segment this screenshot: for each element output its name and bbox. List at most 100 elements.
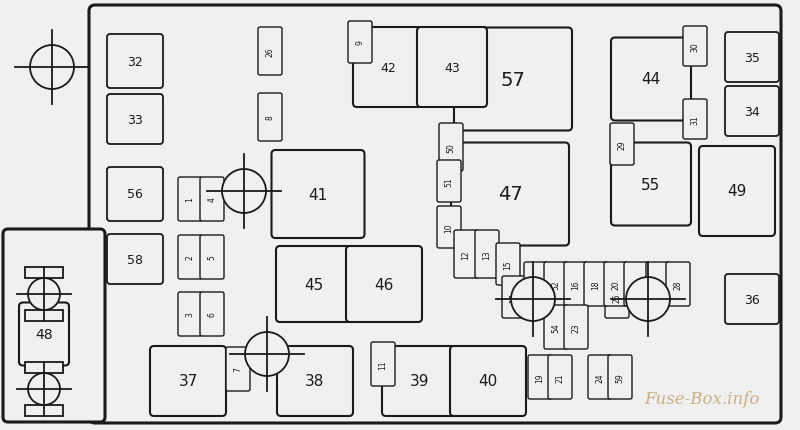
Circle shape: [30, 46, 74, 90]
Text: 47: 47: [498, 185, 522, 204]
Circle shape: [222, 169, 266, 214]
FancyBboxPatch shape: [475, 230, 499, 278]
FancyBboxPatch shape: [608, 355, 632, 399]
FancyBboxPatch shape: [178, 292, 202, 336]
FancyBboxPatch shape: [276, 246, 352, 322]
Text: 55: 55: [642, 177, 661, 192]
FancyBboxPatch shape: [502, 276, 526, 318]
Text: 58: 58: [127, 253, 143, 266]
FancyBboxPatch shape: [200, 178, 224, 221]
Text: 18: 18: [591, 280, 601, 289]
Text: 28: 28: [674, 280, 682, 289]
Text: 11: 11: [378, 359, 387, 369]
FancyBboxPatch shape: [646, 262, 670, 306]
FancyBboxPatch shape: [605, 276, 629, 318]
FancyBboxPatch shape: [348, 22, 372, 64]
FancyBboxPatch shape: [258, 28, 282, 76]
Text: 43: 43: [444, 61, 460, 74]
Text: 33: 33: [127, 113, 143, 126]
FancyBboxPatch shape: [150, 346, 226, 416]
FancyBboxPatch shape: [271, 150, 365, 239]
Text: 9: 9: [355, 40, 365, 45]
Circle shape: [626, 277, 670, 321]
FancyBboxPatch shape: [604, 262, 628, 306]
Text: 19: 19: [535, 372, 545, 382]
Text: Fuse-Box.info: Fuse-Box.info: [645, 390, 760, 407]
Bar: [25, 267, 63, 278]
Text: 5: 5: [207, 255, 217, 260]
Text: 6: 6: [207, 312, 217, 317]
FancyBboxPatch shape: [725, 33, 779, 83]
Circle shape: [245, 332, 289, 376]
Text: 51: 51: [445, 177, 454, 186]
FancyBboxPatch shape: [666, 262, 690, 306]
FancyBboxPatch shape: [725, 87, 779, 137]
FancyBboxPatch shape: [353, 28, 423, 108]
FancyBboxPatch shape: [450, 346, 526, 416]
FancyBboxPatch shape: [19, 303, 69, 366]
Text: 54: 54: [551, 322, 561, 332]
Text: 30: 30: [690, 42, 699, 52]
FancyBboxPatch shape: [437, 161, 461, 203]
Text: 20: 20: [611, 280, 621, 289]
Text: 52: 52: [551, 280, 561, 289]
Text: 25: 25: [613, 292, 622, 302]
FancyBboxPatch shape: [178, 178, 202, 221]
FancyBboxPatch shape: [437, 206, 461, 249]
Text: 16: 16: [571, 280, 581, 289]
Circle shape: [511, 277, 555, 321]
Text: 12: 12: [462, 250, 470, 259]
Text: 57: 57: [501, 71, 526, 89]
FancyBboxPatch shape: [610, 124, 634, 166]
Text: 59: 59: [615, 372, 625, 382]
FancyBboxPatch shape: [371, 342, 395, 386]
Text: 29: 29: [618, 140, 626, 150]
FancyBboxPatch shape: [544, 262, 568, 306]
FancyBboxPatch shape: [611, 143, 691, 226]
Bar: [25, 405, 63, 416]
FancyBboxPatch shape: [178, 236, 202, 280]
Text: 37: 37: [178, 374, 198, 389]
Text: 1: 1: [186, 197, 194, 202]
Text: 53: 53: [531, 280, 541, 289]
Text: 38: 38: [306, 374, 325, 389]
Text: 10: 10: [445, 223, 454, 232]
Text: 34: 34: [744, 105, 760, 118]
FancyBboxPatch shape: [524, 262, 548, 306]
FancyBboxPatch shape: [382, 346, 458, 416]
FancyBboxPatch shape: [548, 355, 572, 399]
Text: 46: 46: [374, 277, 394, 292]
FancyBboxPatch shape: [3, 230, 105, 422]
FancyBboxPatch shape: [107, 234, 163, 284]
Text: 35: 35: [744, 51, 760, 64]
FancyBboxPatch shape: [454, 28, 572, 131]
FancyBboxPatch shape: [584, 262, 608, 306]
FancyBboxPatch shape: [226, 347, 250, 391]
FancyBboxPatch shape: [107, 168, 163, 221]
Text: 15: 15: [503, 260, 513, 269]
Text: 3: 3: [186, 312, 194, 317]
Text: 21: 21: [555, 372, 565, 382]
FancyBboxPatch shape: [107, 95, 163, 144]
Text: 24: 24: [595, 372, 605, 382]
Text: 44: 44: [642, 72, 661, 87]
Text: 32: 32: [127, 55, 143, 68]
FancyBboxPatch shape: [200, 292, 224, 336]
Text: 17: 17: [510, 292, 518, 302]
Text: 39: 39: [410, 374, 430, 389]
FancyBboxPatch shape: [683, 100, 707, 140]
FancyBboxPatch shape: [258, 94, 282, 141]
FancyBboxPatch shape: [200, 236, 224, 280]
Text: 48: 48: [35, 327, 53, 341]
FancyBboxPatch shape: [624, 262, 648, 306]
FancyBboxPatch shape: [496, 243, 520, 286]
FancyBboxPatch shape: [544, 305, 568, 349]
Text: 27: 27: [654, 280, 662, 289]
Text: 23: 23: [571, 322, 581, 332]
Bar: [25, 362, 63, 373]
FancyBboxPatch shape: [528, 355, 552, 399]
FancyBboxPatch shape: [451, 143, 569, 246]
Text: 49: 49: [727, 184, 746, 199]
FancyBboxPatch shape: [89, 6, 781, 423]
FancyBboxPatch shape: [454, 230, 478, 278]
